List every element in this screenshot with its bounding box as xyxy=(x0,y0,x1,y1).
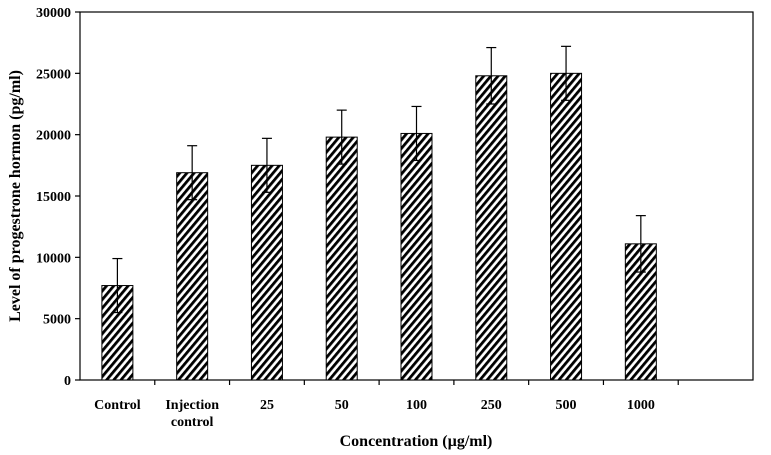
y-tick-label: 10000 xyxy=(36,251,71,266)
y-tick-label: 0 xyxy=(64,374,71,389)
x-tick-label: 100 xyxy=(406,398,427,413)
y-tick-label: 15000 xyxy=(36,190,71,205)
bar xyxy=(400,132,433,381)
y-tick-label: 20000 xyxy=(36,129,71,144)
y-tick-label: 30000 xyxy=(36,6,71,21)
x-tick-label: 50 xyxy=(335,398,349,413)
bar xyxy=(475,75,508,381)
bar xyxy=(176,172,209,381)
x-tick-label: Injection xyxy=(165,398,219,413)
x-axis-title: Concentration (µg/ml) xyxy=(340,433,493,450)
x-tick-label: control xyxy=(171,415,214,430)
x-tick-label: 500 xyxy=(556,398,577,413)
bar xyxy=(250,164,283,381)
bars xyxy=(101,72,657,381)
y-axis-title: Level of progestrone hormon (pg/ml) xyxy=(7,70,24,322)
x-tick-label: 250 xyxy=(481,398,502,413)
category-labels: Control Injection control 25 50 100 250 500 1000 xyxy=(94,398,655,430)
bar xyxy=(325,136,358,381)
y-axis-ticks: 0 5000 10000 15000 20000 25000 30000 xyxy=(36,6,80,389)
error-bars xyxy=(112,45,646,314)
x-axis-ticks xyxy=(154,380,679,385)
y-tick-label: 25000 xyxy=(36,67,71,82)
x-tick-label: 25 xyxy=(260,398,274,413)
x-tick-label: 1000 xyxy=(627,398,655,413)
y-tick-label: 5000 xyxy=(43,313,71,328)
x-tick-label: Control xyxy=(94,398,141,413)
bar xyxy=(550,72,583,381)
